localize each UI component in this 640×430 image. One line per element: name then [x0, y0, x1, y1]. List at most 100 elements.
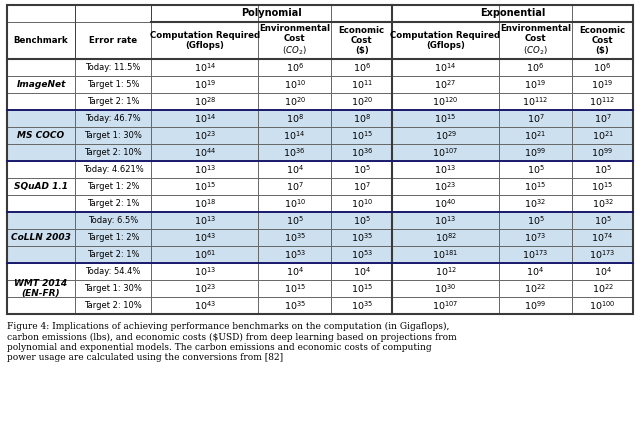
Text: Today: 46.7%: Today: 46.7%: [85, 114, 141, 123]
Bar: [258, 110, 331, 127]
Text: $10^{53}$: $10^{53}$: [284, 248, 306, 261]
Text: Today: 6.5%: Today: 6.5%: [88, 216, 138, 225]
Bar: [572, 22, 633, 59]
Text: Target 2: 10%: Target 2: 10%: [84, 148, 142, 157]
Bar: [392, 144, 499, 161]
Bar: [151, 127, 258, 144]
Bar: [331, 127, 392, 144]
Text: Exponential: Exponential: [480, 9, 545, 18]
Bar: [151, 229, 258, 246]
Bar: [258, 297, 331, 314]
Bar: [331, 76, 392, 93]
Bar: [258, 127, 331, 144]
Text: $10^{7}$: $10^{7}$: [594, 112, 611, 125]
Bar: [258, 127, 331, 144]
Bar: [331, 144, 392, 161]
Bar: [151, 229, 258, 246]
Bar: [151, 110, 258, 127]
Bar: [151, 110, 258, 127]
Text: $10^{5}$: $10^{5}$: [353, 163, 371, 176]
Bar: [572, 59, 633, 76]
Bar: [331, 161, 392, 178]
Text: $10^{5}$: $10^{5}$: [285, 214, 303, 227]
Text: $10^{61}$: $10^{61}$: [194, 248, 216, 261]
Bar: [572, 76, 633, 93]
Bar: [499, 280, 572, 297]
Bar: [331, 263, 392, 280]
Bar: [7, 161, 75, 178]
Text: $10^{4}$: $10^{4}$: [285, 163, 303, 176]
Bar: [392, 195, 499, 212]
Bar: [392, 127, 499, 144]
Bar: [331, 22, 392, 59]
Bar: [7, 59, 75, 76]
Bar: [331, 246, 392, 263]
Bar: [499, 127, 572, 144]
Bar: [392, 297, 499, 314]
Bar: [258, 178, 331, 195]
Bar: [572, 110, 633, 127]
Bar: [75, 246, 151, 263]
Bar: [392, 93, 499, 110]
Bar: [75, 59, 151, 76]
Bar: [151, 280, 258, 297]
Bar: [499, 76, 572, 93]
Bar: [572, 263, 633, 280]
Bar: [499, 76, 572, 93]
Bar: [75, 76, 151, 93]
Text: Target 1: 2%: Target 1: 2%: [87, 182, 140, 191]
Text: $10^{8}$: $10^{8}$: [285, 112, 303, 125]
Text: Today: 54.4%: Today: 54.4%: [86, 267, 141, 276]
Bar: [499, 229, 572, 246]
Text: $10^{4}$: $10^{4}$: [353, 265, 371, 278]
Bar: [151, 127, 258, 144]
Bar: [7, 280, 75, 297]
Text: Target 1: 2%: Target 1: 2%: [87, 233, 140, 242]
Bar: [572, 59, 633, 76]
Bar: [572, 212, 633, 229]
Bar: [151, 93, 258, 110]
Bar: [331, 263, 392, 280]
Bar: [75, 5, 151, 22]
Text: $10^{35}$: $10^{35}$: [351, 231, 372, 244]
Bar: [499, 263, 572, 280]
Text: $10^{173}$: $10^{173}$: [522, 248, 548, 261]
Text: $10^{5}$: $10^{5}$: [594, 163, 611, 176]
Bar: [572, 229, 633, 246]
Bar: [499, 212, 572, 229]
Bar: [7, 59, 75, 110]
Bar: [75, 144, 151, 161]
Bar: [499, 59, 572, 76]
Bar: [499, 93, 572, 110]
Bar: [499, 22, 572, 59]
Bar: [499, 161, 572, 178]
Bar: [75, 212, 151, 229]
Bar: [572, 76, 633, 93]
Bar: [75, 229, 151, 246]
Bar: [499, 212, 572, 229]
Bar: [392, 263, 499, 280]
Text: $10^{107}$: $10^{107}$: [433, 146, 459, 159]
Text: $10^{13}$: $10^{13}$: [194, 214, 216, 227]
Bar: [331, 93, 392, 110]
Bar: [392, 161, 499, 178]
Text: $10^{53}$: $10^{53}$: [351, 248, 372, 261]
Bar: [75, 263, 151, 280]
Text: $10^{99}$: $10^{99}$: [591, 146, 614, 159]
Text: $10^{15}$: $10^{15}$: [351, 282, 372, 295]
Text: $10^{6}$: $10^{6}$: [353, 61, 371, 74]
Bar: [258, 195, 331, 212]
Bar: [151, 263, 258, 280]
Bar: [151, 178, 258, 195]
Text: $10^{4}$: $10^{4}$: [593, 265, 611, 278]
Bar: [331, 178, 392, 195]
Text: $10^{107}$: $10^{107}$: [433, 299, 459, 312]
Bar: [331, 22, 392, 59]
Text: $10^{22}$: $10^{22}$: [591, 282, 614, 295]
Bar: [499, 297, 572, 314]
Bar: [572, 280, 633, 297]
Bar: [75, 144, 151, 161]
Bar: [499, 246, 572, 263]
Text: $10^{36}$: $10^{36}$: [284, 146, 306, 159]
Bar: [75, 110, 151, 127]
